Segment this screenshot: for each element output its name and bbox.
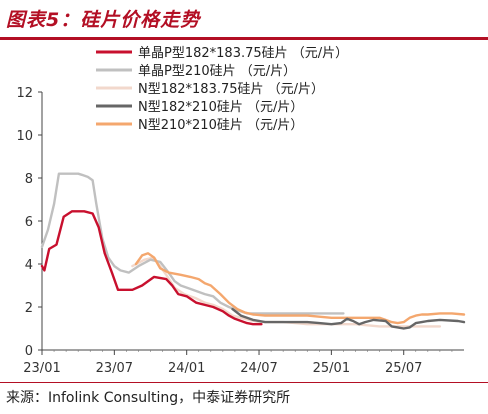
legend-label-4: N型182*210硅片 （元/片） (138, 100, 303, 115)
y-tick-label: 8 (25, 172, 33, 187)
source-note: 来源：Infolink Consulting，中泰证券研究所 (6, 390, 291, 406)
y-tick-label: 0 (25, 344, 33, 359)
line-chart: 单晶P型182*183.75硅片 （元/片） 单晶P型210硅片 （元/片） N型1… (16, 46, 466, 376)
y-tick-label: 2 (25, 301, 33, 316)
y-tick-label: 12 (16, 86, 33, 101)
y-tick-label: 6 (25, 215, 33, 230)
series-line-5 (134, 252, 466, 325)
source-rule (0, 382, 488, 383)
y-tick-label: 4 (25, 258, 33, 273)
series-line-2 (40, 172, 345, 315)
legend-label-1: 单晶P型182*183.75硅片 （元/片） (138, 46, 348, 61)
x-tick-label: 24/07 (240, 361, 277, 376)
legend: 单晶P型182*183.75硅片 （元/片） 单晶P型210硅片 （元/片） N型1… (96, 46, 348, 133)
legend-label-2: 单晶P型210硅片 （元/片） (138, 64, 296, 79)
axes: 0 2 4 6 8 10 12 23/01 23/07 24/01 24/07 25/01 25/07 (16, 86, 464, 376)
x-tick-label: 25/01 (313, 361, 350, 376)
figure-title: 图表5：硅片价格走势 (6, 9, 201, 31)
legend-label-5: N型210*210硅片 （元/片） (138, 118, 303, 133)
series-line-1 (40, 210, 263, 326)
title-rule (0, 37, 488, 40)
x-tick-label: 25/07 (385, 361, 422, 376)
series-lines (40, 172, 466, 330)
legend-label-3: N型182*183.75硅片 （元/片） (138, 82, 324, 97)
x-tick-label: 23/07 (96, 361, 133, 376)
x-tick-label: 24/01 (168, 361, 205, 376)
y-tick-label: 10 (16, 129, 33, 144)
series-line-4 (231, 307, 466, 330)
x-tick-label: 23/01 (23, 361, 60, 376)
